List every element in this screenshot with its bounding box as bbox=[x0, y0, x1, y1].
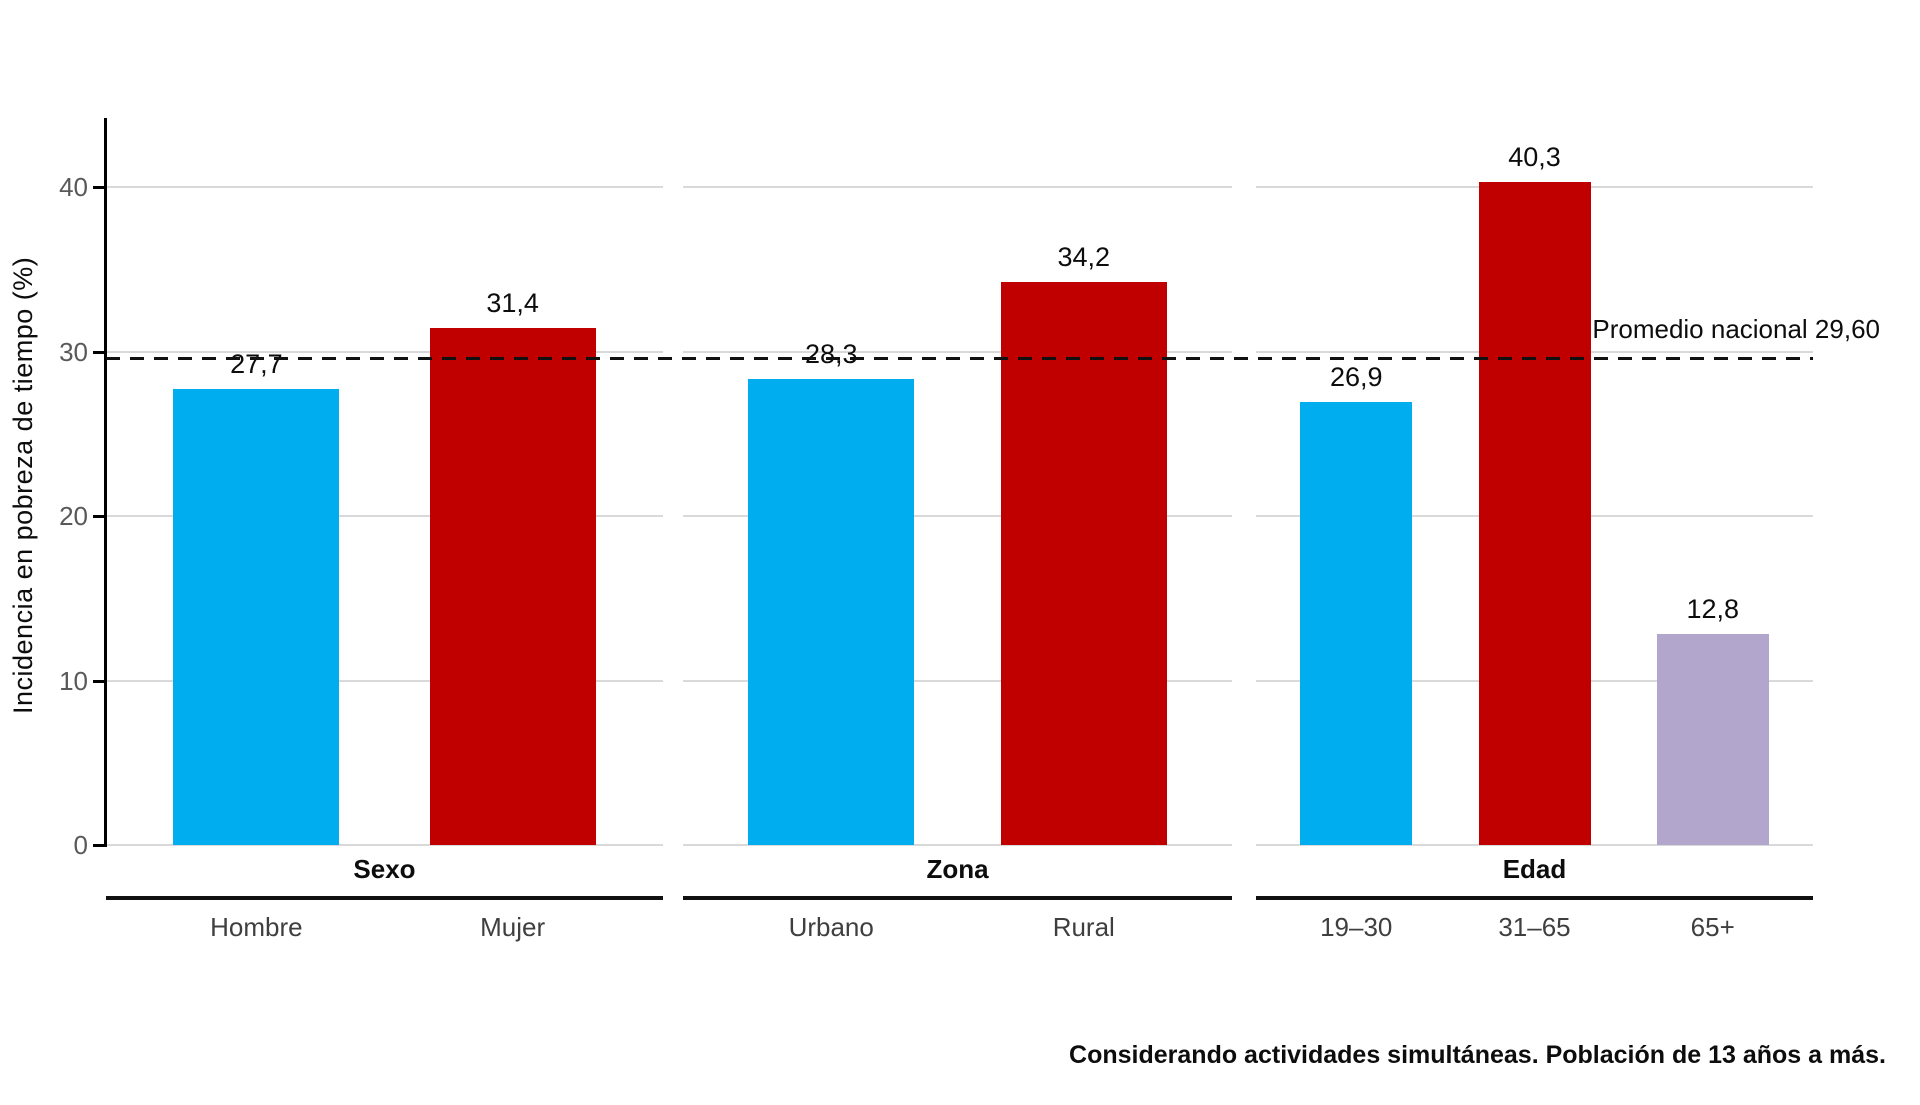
y-tick-mark-40 bbox=[93, 186, 104, 189]
gridline-40 bbox=[683, 186, 1232, 188]
gridline-0 bbox=[683, 844, 1232, 846]
bar-31-65 bbox=[1478, 182, 1591, 845]
y-tick-label-10: 10 bbox=[59, 665, 88, 696]
y-tick-mark-10 bbox=[93, 679, 104, 683]
group-divider-zona bbox=[683, 896, 1232, 900]
group-label-sexo: Sexo bbox=[353, 854, 416, 884]
y-tick-label-30: 30 bbox=[59, 336, 88, 367]
reference-line-label: Promedio nacional 29,60 bbox=[1592, 314, 1880, 344]
y-tick-label-20: 20 bbox=[59, 501, 88, 531]
gridline-20 bbox=[683, 515, 1232, 517]
gridline-20 bbox=[106, 515, 663, 517]
y-tick-mark-0 bbox=[93, 844, 104, 847]
bar-19-30 bbox=[1300, 402, 1413, 845]
value-label-19-30: 26,9 bbox=[1329, 362, 1383, 393]
value-label-urbano: 28,3 bbox=[804, 339, 858, 370]
bar-65 bbox=[1656, 634, 1769, 845]
gridline-0 bbox=[1256, 844, 1813, 846]
category-label-31-65: 31–65 bbox=[1498, 912, 1571, 942]
group-divider-edad bbox=[1256, 896, 1813, 900]
group-label-edad: Edad bbox=[1502, 854, 1567, 884]
category-label-19-30: 19–30 bbox=[1320, 912, 1393, 942]
category-label-65: 65+ bbox=[1690, 912, 1735, 942]
category-label-rural: Rural bbox=[1052, 912, 1115, 942]
bar-urbano bbox=[748, 379, 915, 845]
group-label-zona: Zona bbox=[926, 854, 989, 884]
y-tick-mark-30 bbox=[93, 350, 104, 354]
gridline-40 bbox=[106, 186, 663, 188]
category-label-hombre: Hombre bbox=[210, 912, 303, 942]
value-label-hombre: 27,7 bbox=[230, 349, 283, 380]
value-label-rural: 34,2 bbox=[1057, 242, 1111, 273]
reference-line bbox=[106, 357, 1813, 361]
chart-caption: Considerando actividades simultáneas. Po… bbox=[1069, 1041, 1886, 1069]
value-label-31-65: 40,3 bbox=[1508, 142, 1561, 173]
bar-mujer bbox=[429, 328, 596, 845]
category-label-urbano: Urbano bbox=[788, 912, 874, 942]
y-axis-title: Incidencia en pobreza de tiempo (%) bbox=[8, 256, 38, 714]
value-label-mujer: 31,4 bbox=[486, 288, 539, 319]
y-tick-mark-20 bbox=[93, 515, 104, 518]
y-tick-label-0: 0 bbox=[73, 830, 88, 860]
bar-rural bbox=[1000, 282, 1167, 845]
gridline-0 bbox=[106, 844, 663, 846]
category-label-mujer: Mujer bbox=[480, 912, 546, 942]
group-divider-sexo bbox=[106, 896, 663, 900]
gridline-30 bbox=[683, 350, 1232, 353]
bar-hombre bbox=[173, 389, 340, 845]
gridline-30 bbox=[106, 350, 663, 353]
value-label-65: 12,8 bbox=[1686, 594, 1740, 625]
gridline-10 bbox=[683, 679, 1232, 682]
y-tick-label-40: 40 bbox=[59, 172, 88, 202]
y-axis-line bbox=[104, 118, 107, 847]
gridline-10 bbox=[106, 679, 663, 682]
